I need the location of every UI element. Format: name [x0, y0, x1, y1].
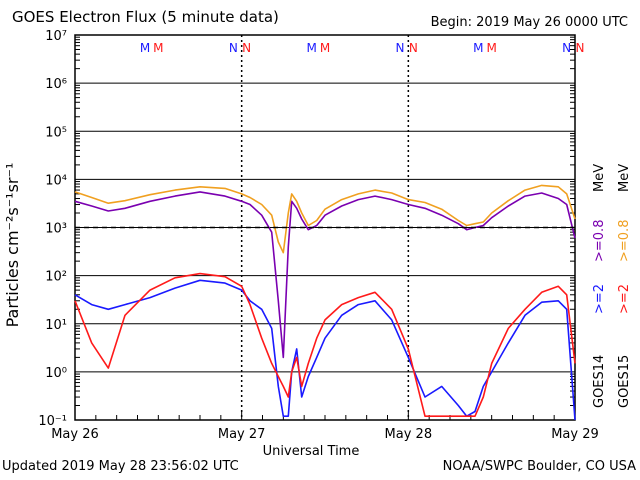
series-line — [74, 191, 576, 359]
x-tick-labels: May 26 May 27 May 28 May 29 — [51, 427, 599, 442]
event-marker: M — [306, 41, 316, 55]
legend-mev-2: MeV — [617, 164, 632, 192]
y-tick-labels: 10⁻¹ 10⁰ 10¹ 10² 10³ 10⁴ 10⁵ 10⁶ 10⁷ — [38, 29, 67, 429]
x-tick-label: May 26 — [51, 427, 99, 442]
x-tick-label: May 28 — [385, 427, 433, 442]
event-marker: M — [320, 41, 330, 55]
event-marker: M — [140, 41, 150, 55]
y-tick-label: 10⁷ — [45, 29, 67, 44]
y-tick-label: 10⁻¹ — [38, 414, 67, 429]
begin-time: Begin: 2019 May 26 0000 UTC — [430, 15, 628, 30]
event-marker: N — [242, 41, 251, 55]
series-lines — [74, 184, 576, 421]
credit: NOAA/SWPC Boulder, CO USA — [442, 459, 636, 474]
legend-goes14-08mev: >=0.8 — [592, 220, 607, 262]
event-marker: N — [396, 41, 405, 55]
x-axis-label: Universal Time — [263, 444, 360, 459]
event-marker: N — [562, 41, 571, 55]
legend-goes15-08mev: >=0.8 — [617, 220, 632, 262]
legend-mev-1: MeV — [592, 164, 607, 192]
legend-goes14-2mev: >=2 — [592, 284, 607, 314]
event-marker: M — [473, 41, 483, 55]
page-title: GOES Electron Flux (5 minute data) — [12, 8, 279, 26]
series-line — [74, 279, 576, 421]
series-line — [74, 184, 576, 254]
y-tick-label: 10⁴ — [45, 173, 67, 188]
event-marker: M — [486, 41, 496, 55]
updated-timestamp: Updated 2019 May 28 23:56:02 UTC — [2, 459, 239, 474]
series-line — [74, 272, 576, 418]
legend-goes14: GOES14 — [592, 355, 607, 408]
y-tick-label: 10² — [45, 270, 67, 285]
y-tick-label: 10¹ — [45, 318, 67, 333]
x-tick-label: May 29 — [551, 427, 599, 442]
event-marker: N — [409, 41, 418, 55]
y-tick-label: 10⁰ — [45, 366, 67, 381]
legend-goes15-2mev: >=2 — [617, 284, 632, 314]
y-tick-label: 10⁶ — [45, 77, 67, 92]
y-tick-label: 10⁵ — [45, 125, 67, 140]
legend: GOES14 >=2 >=0.8 MeV GOES15 >=2 >=0.8 MeV — [592, 164, 632, 408]
x-tick-label: May 27 — [218, 427, 266, 442]
legend-goes15: GOES15 — [617, 355, 632, 408]
y-tick-label: 10³ — [45, 222, 67, 237]
y-axis-label: Particles cm⁻²s⁻¹sr⁻¹ — [3, 163, 22, 328]
event-marker: M — [153, 41, 163, 55]
event-marker: N — [576, 41, 585, 55]
event-marker: N — [229, 41, 238, 55]
